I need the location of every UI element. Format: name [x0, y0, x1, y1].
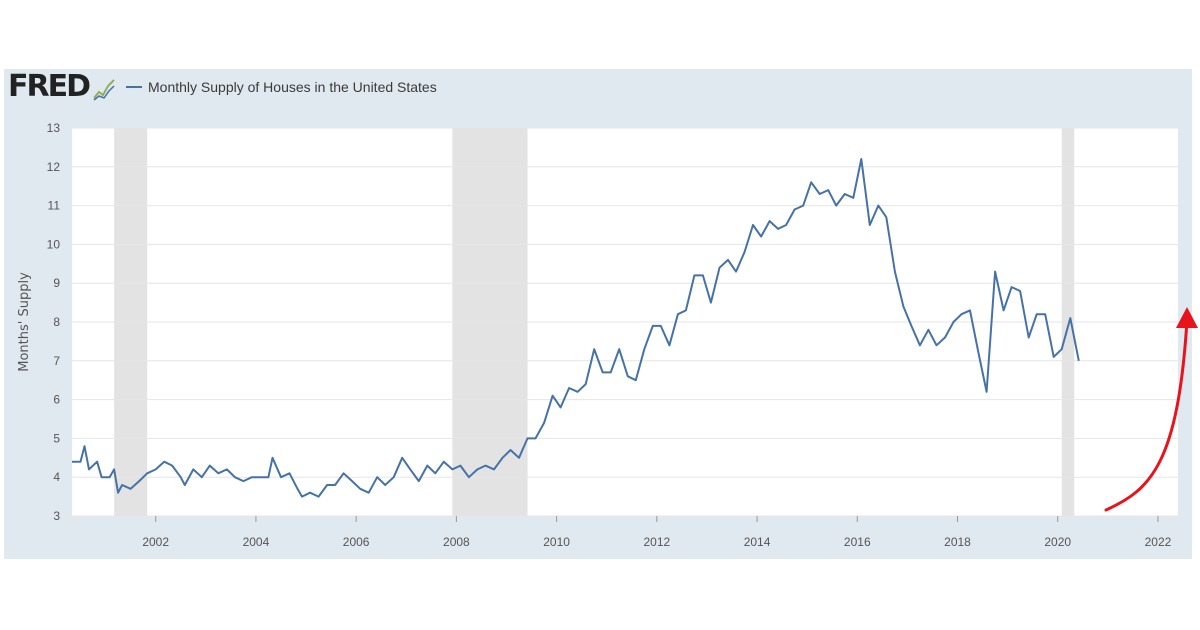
legend: Monthly Supply of Houses in the United S… [126, 79, 437, 95]
x-tick-label: 2012 [643, 535, 670, 549]
x-tick-label: 2022 [1145, 535, 1172, 549]
red-arrow-head [1176, 307, 1198, 328]
x-tick-label: 2004 [243, 535, 270, 549]
x-tick-label: 2002 [142, 535, 169, 549]
y-axis-ticks: 3 4 5 6 7 8 9 10 11 12 13 [47, 121, 61, 523]
x-axis-ticks: 2002 2004 2006 2008 2010 2012 2014 2016 2018 2020… [142, 516, 1172, 549]
x-tick-label: 2014 [744, 535, 771, 549]
y-tick-label: 12 [47, 160, 61, 174]
fred-logo: FRED [8, 69, 91, 104]
x-tick-label: 2008 [443, 535, 470, 549]
x-tick-label: 2020 [1044, 535, 1071, 549]
y-tick-label: 3 [53, 509, 60, 523]
y-tick-label: 4 [53, 470, 60, 484]
y-axis-label: Months' Supply [17, 272, 32, 372]
y-tick-label: 6 [53, 393, 60, 407]
line-graph-icon [93, 79, 115, 101]
series-line-monthly-supply [72, 158, 1080, 498]
x-tick-label: 2018 [944, 535, 971, 549]
y-tick-label: 8 [53, 315, 60, 329]
y-tick-label: 10 [47, 237, 61, 251]
y-tick-label: 11 [48, 199, 61, 213]
y-tick-label: 5 [53, 431, 60, 445]
red-arrow-icon [1104, 318, 1189, 512]
x-tick-label: 2010 [543, 535, 570, 549]
y-tick-label: 7 [53, 354, 60, 368]
y-tick-label: 9 [53, 276, 60, 290]
legend-series-swatch [126, 86, 142, 88]
x-tick-label: 2016 [844, 535, 871, 549]
y-tick-label: 13 [47, 121, 61, 135]
x-tick-label: 2006 [343, 535, 370, 549]
legend-series-label: Monthly Supply of Houses in the United S… [148, 79, 437, 95]
